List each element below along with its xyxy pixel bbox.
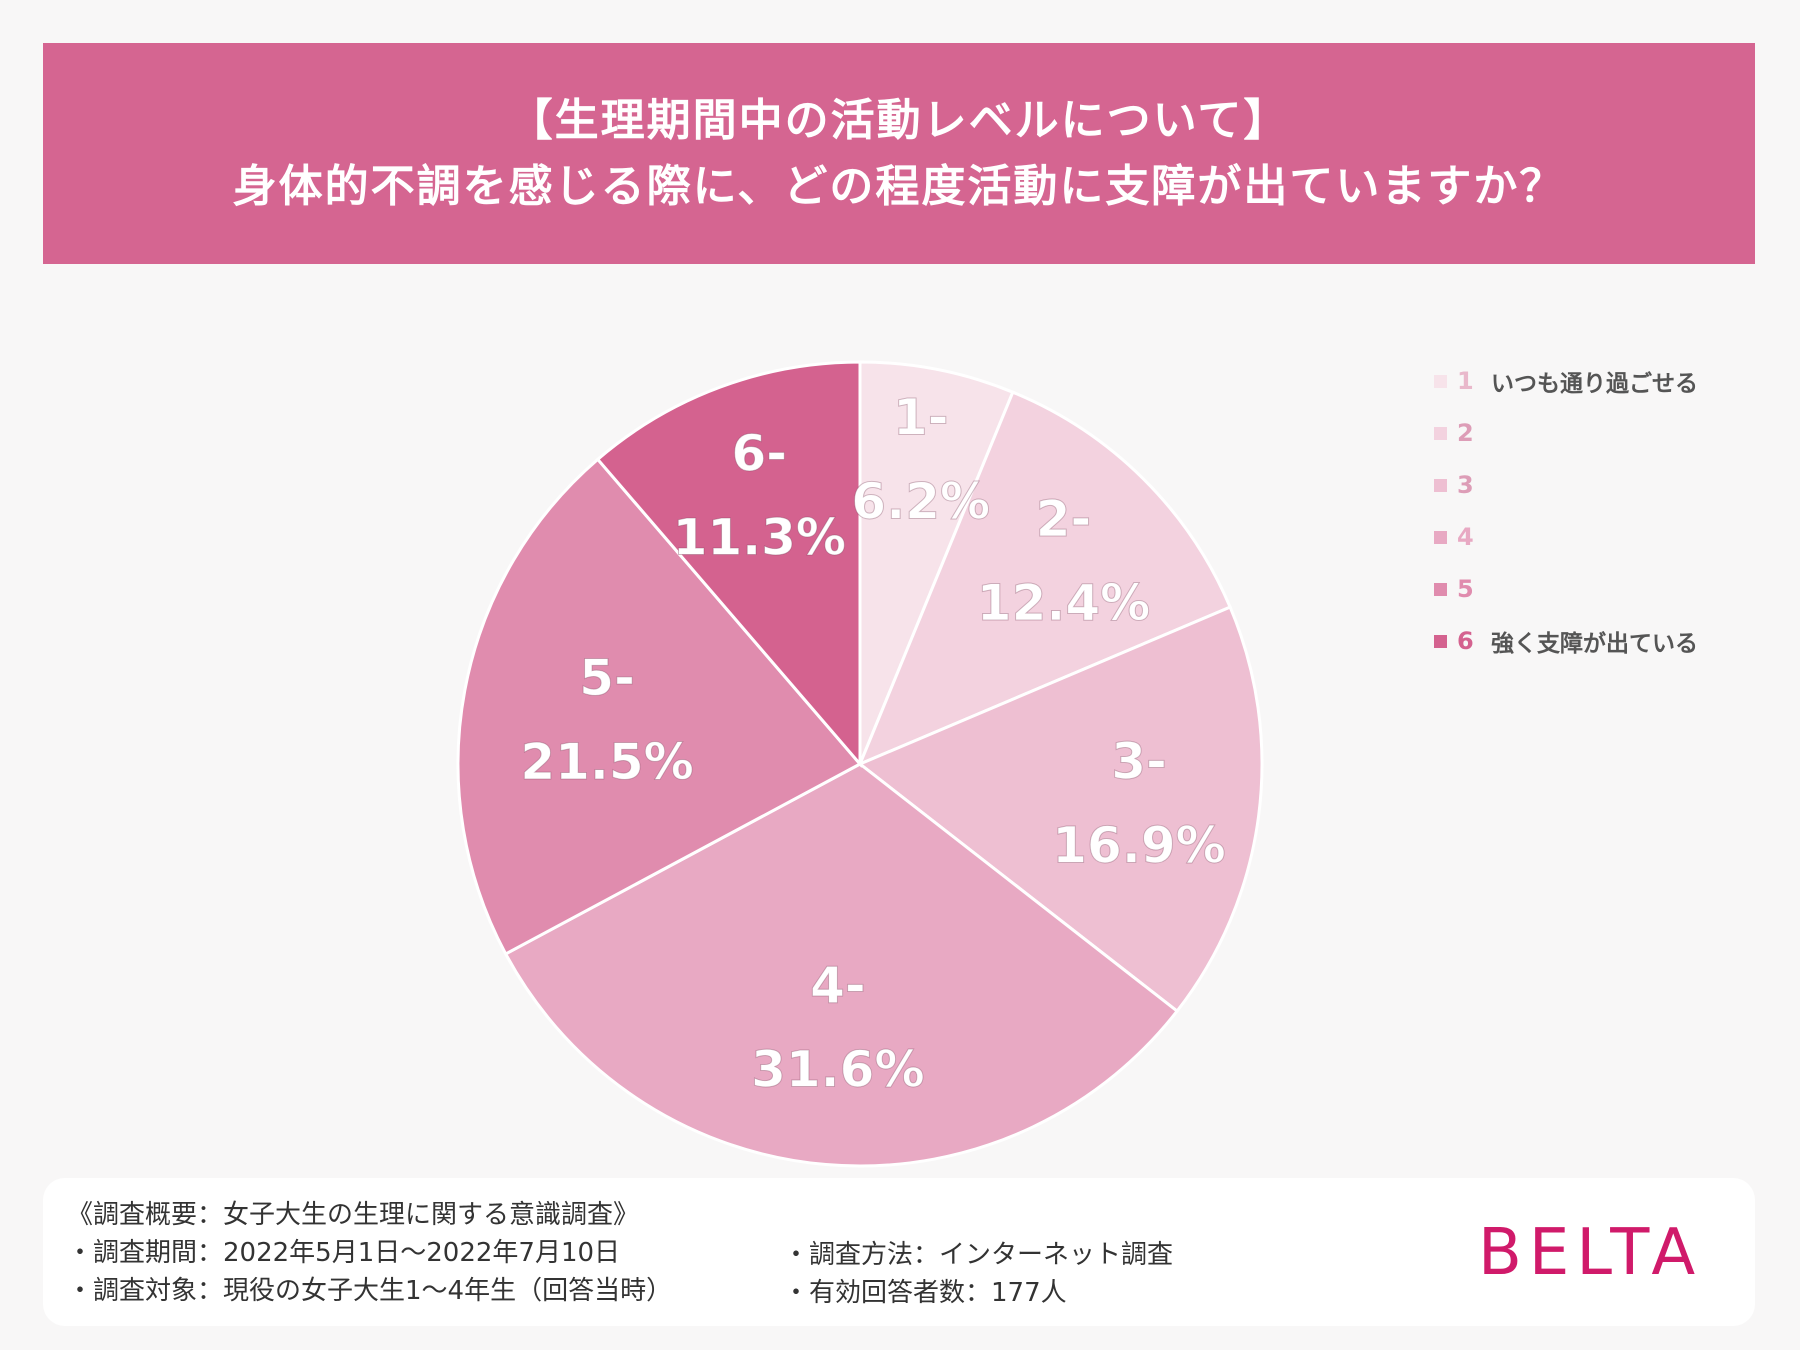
legend-label-1: いつも通り過ごせる bbox=[1491, 371, 1698, 397]
chart-title-line1: 【生理期間中の活動レベルについて】 bbox=[508, 94, 1290, 146]
legend-number-5: 5 bbox=[1457, 575, 1474, 603]
legend-swatch-1 bbox=[1434, 374, 1447, 388]
data-label-value-3: 16.9% bbox=[1052, 817, 1225, 875]
data-label-category-1: 1- bbox=[893, 388, 949, 446]
title-banner: 【生理期間中の活動レベルについて】 身体的不調を感じる際に、どの程度活動に支障が… bbox=[43, 43, 1755, 264]
survey-respondents: ・有効回答者数：177人 bbox=[783, 1278, 1067, 1308]
belta-logo: BELTA bbox=[1478, 1216, 1703, 1290]
legend-swatch-3 bbox=[1434, 478, 1447, 492]
legend-label-6: 強く支障が出ている bbox=[1491, 631, 1698, 657]
legend-swatch-2 bbox=[1434, 426, 1447, 440]
legend-item-1: 1 いつも通り過ごせる bbox=[1434, 355, 1774, 407]
survey-method: ・調査方法：インターネット調査 bbox=[783, 1240, 1174, 1270]
survey-footer: 《調査概要：女子大生の生理に関する意識調査》 ・調査期間：2022年5月1日〜2… bbox=[43, 1178, 1755, 1326]
survey-period: ・調査期間：2022年5月1日〜2022年7月10日 bbox=[67, 1238, 621, 1268]
pie-slice-1 bbox=[858, 360, 1015, 765]
legend-item-3: 3 bbox=[1434, 459, 1774, 511]
data-label-category-4: 4- bbox=[810, 956, 866, 1014]
legend-item-2: 2 bbox=[1434, 407, 1774, 459]
data-label-value-4: 31.6% bbox=[751, 1040, 924, 1098]
legend-swatch-5 bbox=[1434, 582, 1447, 596]
legend-swatch-6 bbox=[1434, 634, 1447, 648]
legend-number-2: 2 bbox=[1457, 419, 1474, 447]
pie-slice-6 bbox=[595, 360, 862, 769]
data-label-category-5: 5- bbox=[579, 649, 635, 707]
data-label-value-1: 6.2% bbox=[851, 472, 990, 530]
data-label-category-2: 2- bbox=[1036, 490, 1092, 548]
legend-item-5: 5 bbox=[1434, 563, 1774, 615]
legend-item-6: 6 強く支障が出ている bbox=[1434, 615, 1774, 667]
data-label-value-2: 12.4% bbox=[977, 574, 1150, 632]
pie-slice-2 bbox=[857, 390, 1233, 767]
data-label-value-6: 11.3% bbox=[673, 509, 846, 567]
legend-number-4: 4 bbox=[1457, 523, 1474, 551]
chart-title-line2: 身体的不調を感じる際に、どの程度活動に支障が出ていますか？ bbox=[232, 160, 1566, 212]
legend-swatch-4 bbox=[1434, 530, 1447, 544]
pie-slice-3 bbox=[857, 605, 1264, 1014]
data-label-category-6: 6- bbox=[732, 425, 788, 483]
legend-item-4: 4 bbox=[1434, 511, 1774, 563]
survey-summary: 《調査概要：女子大生の生理に関する意識調査》 bbox=[67, 1200, 640, 1230]
pie-slice-5 bbox=[456, 457, 863, 956]
legend-number-3: 3 bbox=[1457, 471, 1474, 499]
data-label-category-3: 3- bbox=[1111, 733, 1167, 791]
survey-target: ・調査対象：現役の女子大生1〜4年生（回答当時） bbox=[67, 1276, 673, 1306]
legend-number-1: 1 bbox=[1457, 367, 1474, 395]
legend: 1 いつも通り過ごせる 2 3 4 5 6 強く支障が出ている bbox=[1434, 355, 1774, 667]
data-label-value-5: 21.5% bbox=[520, 733, 693, 791]
legend-number-6: 6 bbox=[1457, 627, 1474, 655]
